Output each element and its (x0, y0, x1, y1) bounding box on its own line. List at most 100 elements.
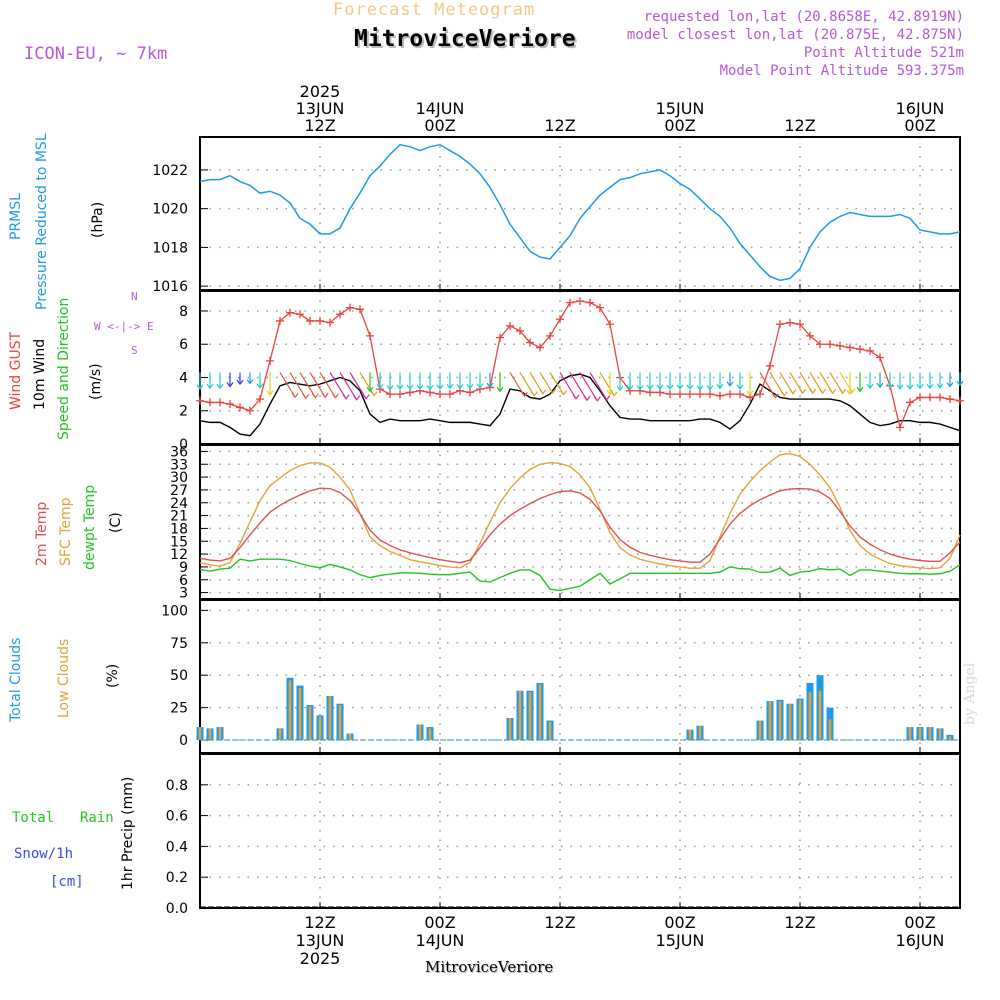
y-tick-label: 0.8 (166, 778, 188, 794)
bottom-time-label: 16JUN (896, 931, 945, 950)
bottom-time-label: 12Z (784, 913, 815, 932)
gust-point (866, 346, 874, 355)
gust-point (906, 398, 914, 407)
gust-point (246, 406, 254, 415)
gust-point (556, 315, 564, 324)
y-tick-label: 15 (170, 534, 188, 550)
gust-point (366, 331, 374, 340)
gust-point (526, 338, 534, 347)
station-title: MitroviceVeriore (354, 26, 576, 52)
low-cloud-bar (688, 729, 692, 741)
low-cloud-bar (418, 724, 422, 741)
wind-arrowhead (396, 384, 404, 390)
wind-arrowhead (342, 394, 350, 400)
wind-arrowhead (676, 384, 684, 390)
wind-arrow (339, 372, 358, 401)
gust-point (506, 321, 514, 330)
y-tick-label: 33 (170, 457, 188, 473)
y-tick-label: 0 (179, 733, 188, 749)
low-cloud-bar (758, 720, 762, 741)
gust-point (916, 393, 924, 402)
low-cloud-bar (528, 692, 532, 741)
top-time-label: 12Z (304, 116, 335, 135)
wind-arrowhead (539, 389, 547, 395)
wind-arrowhead (436, 384, 444, 390)
top-time-label: 00Z (664, 116, 695, 135)
wind-arrowhead (593, 396, 601, 402)
panel-frame (199, 290, 961, 445)
low-cloud-bar (328, 695, 332, 741)
wind-arrowhead (256, 383, 264, 389)
gust-point (466, 388, 474, 397)
low-cloud-bar (818, 690, 822, 741)
wind-arrow (559, 372, 577, 400)
wind-arrowhead (603, 395, 611, 401)
wind-arrowhead (266, 390, 274, 396)
bottom-time-label: 14JUN (416, 931, 465, 950)
wind-arrowhead (246, 379, 254, 385)
y-tick-label: 36 (170, 444, 188, 460)
gust-point (896, 423, 904, 432)
wind-arrowhead (610, 391, 618, 397)
gust-point (226, 400, 234, 409)
gust-point (736, 390, 744, 399)
wind-arrow (349, 372, 367, 400)
precip-label-cm: [cm] (50, 874, 84, 890)
low-cloud-bar (548, 721, 552, 741)
wind-arrowhead (666, 384, 674, 390)
top-time-label: 12Z (544, 116, 575, 135)
low-cloud-bar (698, 725, 702, 741)
y-tick-label: 75 (170, 636, 188, 652)
bottom-time-label: 13JUN (296, 931, 345, 950)
low-cloud-bar (338, 705, 342, 741)
y-tick-label: 2 (179, 404, 188, 420)
gust-point (436, 390, 444, 399)
gust-point (726, 390, 734, 399)
gust-point (786, 318, 794, 327)
gust-point (576, 296, 584, 305)
gust-point (496, 333, 504, 342)
low-cloud-bar (808, 692, 812, 741)
wind-arrowhead (486, 382, 494, 389)
gust-point (516, 326, 524, 335)
gust-point (196, 396, 204, 405)
wind-arrowhead (926, 383, 934, 390)
wind-arrowhead (353, 395, 361, 401)
y-tick-label: 24 (170, 496, 188, 512)
top-time-label: 14JUN (416, 99, 465, 118)
gust-point (796, 320, 804, 329)
gust-point (446, 390, 454, 399)
wind-arrowhead (583, 395, 591, 402)
y-tick-label: 9 (179, 560, 188, 576)
y-tick-label: 30 (170, 470, 188, 486)
gust-point (806, 331, 814, 340)
temp2m-line (199, 487, 961, 564)
wind-arrowhead (746, 390, 754, 396)
y-tick-label: 8 (179, 304, 188, 320)
y-tick-label: 18 (170, 521, 188, 537)
wind-arrowhead (302, 393, 310, 400)
wind-arrow (289, 372, 307, 399)
precip-label-rain: Rain (80, 810, 114, 826)
low-cloud-bar (208, 728, 212, 741)
y-tick-label: 100 (161, 603, 188, 619)
low-cloud-bar (518, 690, 522, 741)
low-cloud-bar (288, 680, 292, 741)
gust-point (816, 340, 824, 349)
wind-arrowhead (819, 388, 827, 395)
wind-arrowhead (331, 393, 339, 399)
low-cloud-bar (778, 701, 782, 741)
wind-arrowhead (416, 384, 424, 390)
gust-point (236, 403, 244, 412)
precip-label-total: Total (12, 810, 55, 826)
compass-north: N (131, 290, 138, 303)
closest-coords: model closest lon,lat (20.875E, 42.875N) (626, 27, 964, 43)
wind-arrowhead (476, 383, 484, 389)
gust-point (216, 398, 224, 407)
low-cloud-bar (198, 727, 202, 741)
gust-point (716, 391, 724, 400)
compass-south: S (131, 344, 138, 357)
wind-arrowhead (706, 385, 714, 391)
top-time-label: 00Z (904, 116, 935, 135)
